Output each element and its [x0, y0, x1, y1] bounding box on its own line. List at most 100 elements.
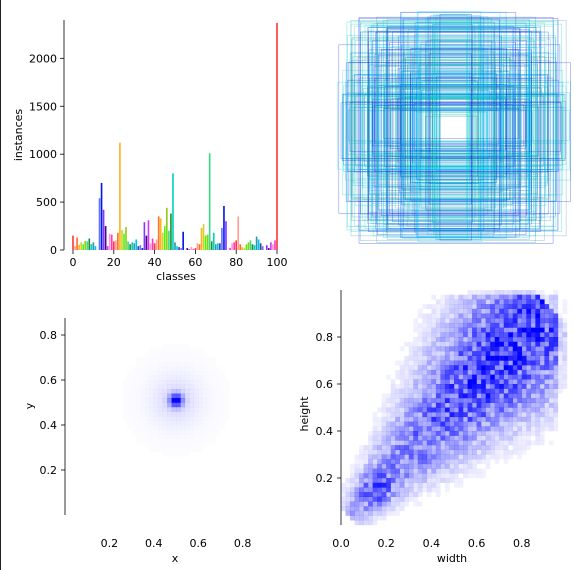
heat-cell: [426, 445, 432, 450]
heat-cell: [472, 294, 477, 300]
heat-cell: [548, 365, 554, 371]
heat-cell: [463, 445, 468, 450]
heat-cell: [359, 506, 364, 512]
heat-cell: [431, 398, 437, 403]
heat-cell: [345, 482, 351, 488]
heat-cell: [467, 421, 473, 427]
heat-cell: [154, 425, 159, 430]
heat-cell: [530, 421, 536, 427]
heat-cell: [399, 416, 405, 422]
heat-cell: [140, 389, 145, 394]
heat-cell: [158, 407, 163, 412]
heat-cell: [136, 434, 141, 439]
heat-cell: [454, 313, 459, 319]
heat-cell: [203, 353, 208, 358]
heat-cell: [194, 353, 199, 358]
heat-cell: [203, 421, 208, 426]
heat-cell: [359, 468, 364, 474]
heat-cell: [426, 332, 432, 338]
heat-cell: [440, 299, 446, 305]
box-outline: [428, 17, 485, 231]
box-outline: [373, 95, 544, 159]
heat-cell: [472, 416, 477, 422]
x-tick-label: 0.4: [145, 537, 163, 550]
heat-cell: [216, 425, 221, 430]
heat-cell: [512, 313, 518, 319]
bar: [133, 243, 136, 250]
heat-cell: [526, 393, 532, 399]
heat-cell: [530, 290, 536, 295]
heat-cell: [171, 420, 177, 426]
heat-cell: [539, 412, 545, 418]
heat-cell: [463, 360, 468, 366]
heat-cell: [140, 398, 145, 403]
heat-cell: [417, 463, 423, 469]
bar: [190, 247, 193, 250]
heat-cell: [372, 449, 378, 455]
heat-cell: [494, 365, 500, 371]
heat-cell: [426, 416, 432, 422]
heat-cell: [463, 435, 468, 441]
heat-cell: [354, 487, 360, 493]
box-outline: [390, 98, 526, 157]
heat-cell: [176, 402, 181, 408]
heat-cell: [472, 318, 477, 324]
heat-cell: [426, 374, 432, 380]
heat-cell: [440, 440, 446, 446]
heat-cell: [454, 360, 459, 366]
heat-cell: [535, 365, 541, 371]
heat-cell: [494, 290, 500, 295]
box-outline: [386, 19, 530, 240]
heat-cell: [499, 402, 504, 408]
heat-cell: [526, 308, 532, 314]
heat-cell: [368, 515, 373, 521]
heat-cell: [508, 290, 513, 295]
heat-cell: [136, 407, 141, 412]
heat-cell: [440, 398, 446, 403]
heat-cell: [189, 389, 194, 394]
heat-cell: [404, 473, 409, 479]
heat-cell: [440, 365, 446, 371]
box-outline: [350, 23, 562, 232]
heat-cell: [490, 294, 495, 300]
bar: [261, 246, 264, 250]
box-outline: [428, 77, 479, 184]
box-outline: [416, 110, 488, 152]
heat-cell: [413, 384, 419, 389]
heat-cell: [377, 431, 382, 436]
heat-cell: [476, 337, 482, 342]
heat-cell: [395, 416, 400, 422]
heat-cell: [539, 435, 545, 441]
heat-cell: [494, 431, 500, 436]
heat-cell: [162, 380, 168, 385]
heat-cell: [458, 463, 464, 469]
heat-cell: [530, 412, 536, 418]
heat-cell: [123, 407, 128, 412]
heat-cell: [377, 487, 382, 493]
heat-cell: [517, 369, 522, 375]
heat-cell: [162, 389, 168, 394]
heat-cell: [458, 294, 464, 300]
heat-cell: [225, 416, 230, 421]
y-tick-label: 0.2: [316, 472, 334, 485]
heat-cell: [176, 452, 181, 457]
heat-cell: [508, 294, 513, 300]
heat-cell: [467, 294, 473, 300]
heat-cell: [449, 421, 455, 427]
heat-cell: [132, 376, 137, 381]
heat-cell: [426, 341, 432, 347]
heat-cell: [359, 520, 364, 526]
heat-cell: [458, 384, 464, 389]
heat-cell: [180, 402, 186, 408]
heat-cell: [512, 416, 518, 422]
heat-cell: [404, 355, 409, 361]
heat-cell: [153, 380, 159, 385]
heat-cell: [417, 393, 423, 399]
heat-cell: [472, 355, 477, 361]
heat-cell: [499, 388, 504, 394]
heat-cell: [153, 407, 159, 412]
heat-cell: [149, 358, 154, 363]
heat-cell: [216, 380, 221, 385]
heat-cell: [454, 440, 459, 446]
heat-cell: [431, 393, 437, 399]
